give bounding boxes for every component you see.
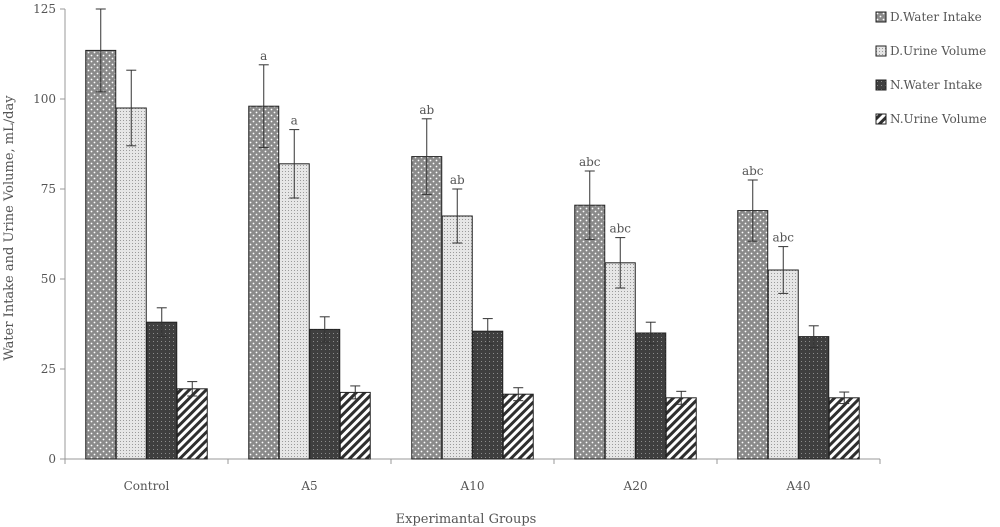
y-tick-label: 125 — [33, 2, 56, 16]
bar-n-water-intake-control — [146, 321, 178, 460]
y-axis-title: Water Intake and Urine Volume, mL/day — [2, 95, 17, 361]
bar-d-water-intake-a40 — [737, 210, 769, 460]
x-tick-label: Control — [124, 479, 170, 493]
bar-n-urine-volume-a5 — [339, 391, 371, 460]
bar-n-water-intake-a10 — [472, 330, 504, 460]
y-tick-label: 100 — [33, 92, 56, 106]
y-tick-label: 25 — [41, 362, 56, 376]
axes: 0 25 50 75 100 125 Control A5 A10 A20 A40 — [33, 2, 881, 493]
bar-d-urine-volume-a5 — [278, 163, 310, 460]
y-tick-label: 50 — [41, 272, 56, 286]
y-tick-label: 75 — [41, 182, 56, 196]
y-tick-label: 0 — [48, 452, 56, 466]
bar-n-urine-volume-a10 — [502, 393, 534, 460]
x-axis-title: Experimantal Groups — [396, 512, 537, 527]
legend-swatch — [875, 11, 887, 23]
bar-n-urine-volume-a40 — [828, 397, 860, 460]
significance-label: abc — [579, 155, 601, 169]
bar-d-urine-volume-control — [115, 107, 147, 460]
bar-d-water-intake-a5 — [248, 105, 280, 460]
significance-label: abc — [772, 231, 794, 245]
bar-n-water-intake-a5 — [309, 328, 341, 460]
bar-d-water-intake-a20 — [574, 204, 606, 460]
legend-swatch — [875, 45, 887, 57]
legend-label: D.Urine Volume — [890, 44, 986, 58]
legend-label: N.Urine Volume — [890, 112, 987, 126]
x-tick-label: A20 — [623, 479, 648, 493]
legend-swatch — [875, 113, 887, 125]
x-tick-label: A40 — [786, 479, 811, 493]
bars-group — [85, 49, 860, 460]
error-bars-group — [95, 8, 850, 405]
significance-labels-group: a ab abc abc a ab abc abc — [260, 49, 794, 245]
significance-label: abc — [742, 164, 764, 178]
legend-label: N.Water Intake — [890, 78, 982, 92]
legend: D.Water Intake D.Urine Volume N.Water Inta… — [875, 10, 987, 126]
legend-swatch — [875, 79, 887, 91]
bar-d-water-intake-a10 — [411, 156, 443, 460]
significance-label: ab — [419, 103, 434, 117]
significance-label: ab — [450, 173, 465, 187]
x-tick-label: A10 — [460, 479, 485, 493]
significance-label: a — [291, 114, 298, 128]
bar-n-water-intake-a40 — [798, 336, 830, 460]
significance-label: abc — [609, 222, 631, 236]
bar-d-urine-volume-a20 — [604, 262, 636, 460]
bar-d-water-intake-control — [85, 49, 117, 460]
x-tick-label: A5 — [300, 479, 317, 493]
bar-n-water-intake-a20 — [635, 332, 667, 460]
bar-d-urine-volume-a40 — [767, 269, 799, 460]
legend-label: D.Water Intake — [890, 10, 982, 24]
bar-n-urine-volume-a20 — [665, 397, 697, 460]
bar-d-urine-volume-a10 — [441, 215, 473, 460]
bar-n-urine-volume-control — [176, 388, 208, 460]
significance-label: a — [260, 49, 267, 63]
